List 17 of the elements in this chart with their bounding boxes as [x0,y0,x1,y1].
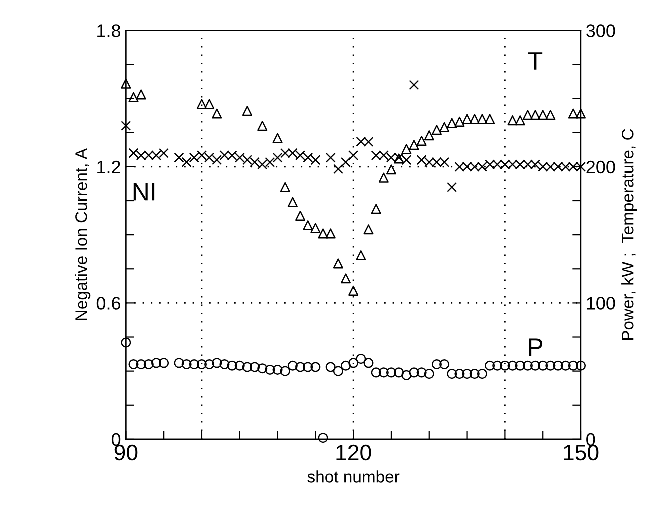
series-label: P [529,338,543,356]
y-axis-title: Negative Ion Current, A [75,148,91,320]
x-axis-title: shot number [308,470,400,483]
y2-tick-label: 300 [586,24,616,38]
series-label: NI [134,183,155,201]
y2-tick-label: 200 [586,160,616,174]
x-tick-label: 150 [564,444,599,461]
y-tick-label: 1.8 [98,24,121,38]
y2-tick-label: 0 [586,433,596,446]
y-tick-label: 1.2 [98,160,120,174]
series-label: T [528,52,543,70]
y2-tick-label: 100 [587,297,616,310]
y-tick-label: 0.6 [96,297,121,310]
y2-axis-title: Power, kW ; Temperature, C [622,129,638,340]
y-tick-label: 0 [112,433,121,446]
x-tick-label: 120 [336,444,372,461]
x-tick-label: 90 [114,444,138,461]
